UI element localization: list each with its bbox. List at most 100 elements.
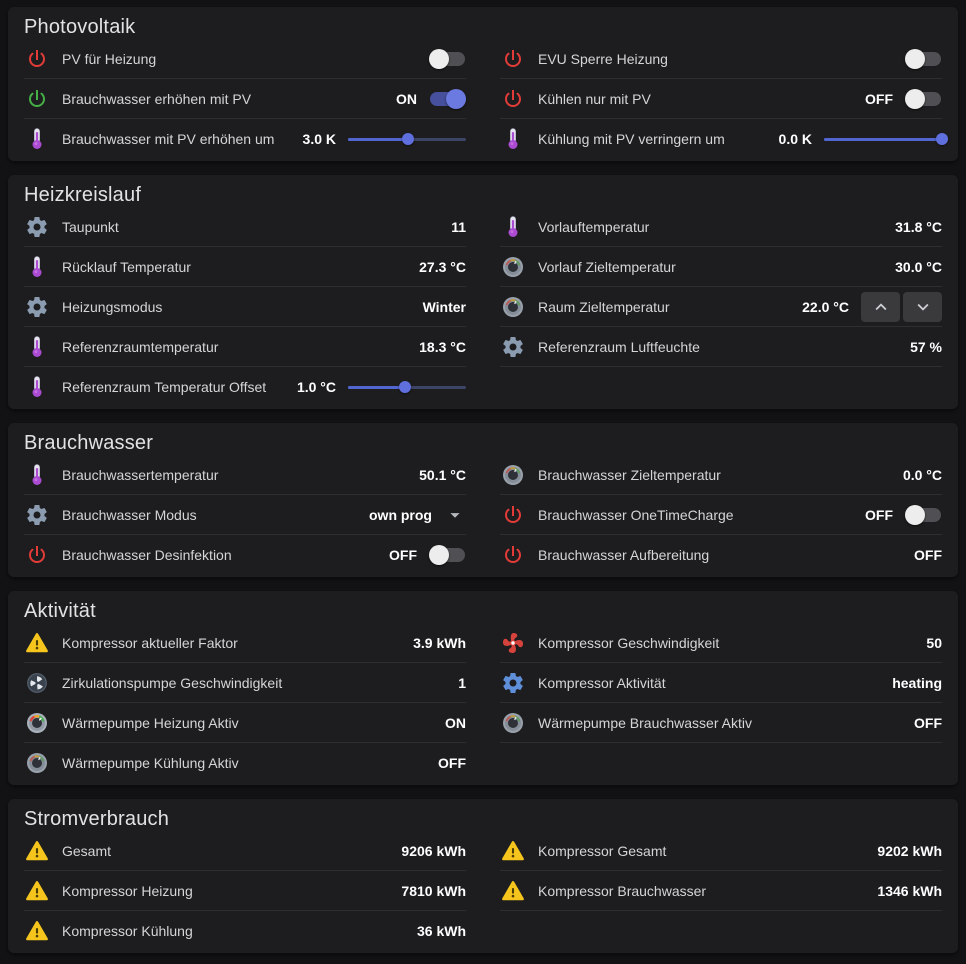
card-grid: PV für Heizung Brauchwasser erhöhen mit P… — [8, 39, 958, 161]
row-label: Brauchwasser mit PV erhöhen um — [62, 131, 275, 147]
selected-value: own prog — [369, 506, 432, 523]
power-icon — [24, 86, 50, 112]
row-label: Zirkulationspumpe Geschwindigkeit — [62, 674, 283, 691]
row-value: 3.0 K — [302, 131, 336, 147]
row-value: 1 — [458, 674, 466, 691]
toggle-pv-fur-heizung[interactable] — [429, 48, 466, 69]
thermometer-icon — [24, 254, 50, 280]
toggle-brauchwasser-desinfektion[interactable] — [429, 545, 466, 565]
row-brauchwasser-modus: Brauchwasser Modus own prog — [24, 495, 466, 535]
row-value: OFF — [914, 547, 942, 563]
slider-kuhlung-mit-pv-verringern-um[interactable] — [824, 129, 948, 149]
row-kompressor-aktueller-faktor: Kompressor aktueller Faktor 3.9 kWh — [24, 623, 466, 663]
card-column-1: PV für Heizung Brauchwasser erhöhen mit P… — [24, 39, 466, 159]
power-icon — [24, 46, 50, 72]
power-icon — [500, 542, 526, 568]
row-label: Raum Zieltemperatur — [538, 298, 670, 315]
row-label: Kühlung mit PV verringern um — [538, 131, 725, 147]
gear-icon — [24, 294, 50, 320]
card-column-1: Gesamt 9206 kWh Kompressor Heizung 7810 kWh… — [24, 831, 466, 951]
row-kuhlen-nur-mit-pv: Kühlen nur mit PV OFF — [500, 79, 942, 119]
warning-icon — [500, 878, 526, 904]
section-title: Brauchwasser — [24, 432, 154, 454]
card-column-2: Vorlauftemperatur 31.8 °C Vorlauf Zieltemp… — [500, 207, 942, 367]
toggle-brauchwasser-erhohen-mit-pv[interactable] — [429, 88, 466, 109]
row-value: 22.0 °C — [802, 298, 849, 315]
card-grid: Kompressor aktueller Faktor 3.9 kWh Zirkul… — [8, 623, 958, 785]
row-warmepumpe-heizung-aktiv: Wärmepumpe Heizung Aktiv ON — [24, 703, 466, 743]
toggle-knob — [905, 504, 925, 525]
card-brauchwasser: Brauchwasser Brauchwassertemperatur 50.1 °… — [8, 423, 958, 577]
row-label: Referenzraumtemperatur — [62, 338, 219, 355]
row-zirkulationspumpe-geschwindigkeit: Zirkulationspumpe Geschwindigkeit 1 — [24, 663, 466, 703]
row-value: 11 — [451, 218, 466, 235]
warning-icon — [24, 838, 50, 864]
row-value: ON — [396, 90, 417, 107]
card-column-2: Brauchwasser Zieltemperatur 0.0 °C Brauchw… — [500, 455, 942, 575]
toggle-knob — [429, 545, 449, 565]
row-kompressor-gesamt: Kompressor Gesamt 9202 kWh — [500, 831, 942, 871]
toggle-kuhlen-nur-mit-pv[interactable] — [905, 88, 942, 109]
row-value: 1346 kWh — [877, 882, 942, 899]
toggle-knob — [446, 88, 466, 109]
row-label: Brauchwasser Desinfektion — [62, 547, 232, 563]
row-pv-fur-heizung: PV für Heizung — [24, 39, 466, 79]
card-stromverbrauch: Stromverbrauch Gesamt 9206 kWh Kompressor H… — [8, 799, 958, 953]
card-grid: Taupunkt 11 Rücklauf Temperatur 27.3 °C Heiz… — [8, 207, 958, 409]
slider-fill — [824, 137, 942, 141]
row-label: Wärmepumpe Brauchwasser Aktiv — [538, 714, 752, 731]
thermostat-dial-icon — [24, 750, 50, 776]
row-label: Kompressor Heizung — [62, 882, 193, 899]
power-icon — [500, 46, 526, 72]
row-value: 0.0 K — [778, 131, 812, 147]
thermometer-icon — [24, 462, 50, 488]
slider-knob[interactable] — [402, 133, 415, 145]
row-brauchwassertemperatur: Brauchwassertemperatur 50.1 °C — [24, 455, 466, 495]
row-value: Winter — [422, 298, 466, 315]
row-warmepumpe-kuhlung-aktiv: Wärmepumpe Kühlung Aktiv OFF — [24, 743, 466, 783]
row-kompressor-kuhlung: Kompressor Kühlung 36 kWh — [24, 911, 466, 951]
section-title: Stromverbrauch — [24, 808, 170, 830]
row-label: Rücklauf Temperatur — [62, 258, 191, 275]
thermometer-icon — [24, 334, 50, 360]
toggle-brauchwasser-onetimecharge[interactable] — [905, 504, 942, 525]
section-title: Aktivität — [24, 600, 96, 622]
section-title: Photovoltaik — [24, 16, 136, 38]
row-value: OFF — [865, 90, 893, 107]
slider-knob[interactable] — [936, 133, 948, 145]
brauchwasser-modus-select[interactable]: own prog — [369, 504, 466, 526]
power-icon — [500, 86, 526, 112]
row-value: 0.0 °C — [902, 466, 942, 483]
thermometer-icon — [24, 374, 50, 400]
row-brauchwasser-zieltemperatur: Brauchwasser Zieltemperatur 0.0 °C — [500, 455, 942, 495]
card-column-1: Brauchwassertemperatur 50.1 °C Brauchwasse… — [24, 455, 466, 575]
row-heizungsmodus: Heizungsmodus Winter — [24, 287, 466, 327]
row-vorlauf-zieltemperatur: Vorlauf Zieltemperatur 30.0 °C — [500, 247, 942, 287]
row-kompressor-brauchwasser: Kompressor Brauchwasser 1346 kWh — [500, 871, 942, 911]
card-column-1: Kompressor aktueller Faktor 3.9 kWh Zirkul… — [24, 623, 466, 783]
row-label: Brauchwassertemperatur — [62, 466, 219, 483]
row-brauchwasser-desinfektion: Brauchwasser Desinfektion OFF — [24, 535, 466, 575]
slider-brauchwasser-mit-pv-erhohen-um[interactable] — [348, 129, 466, 149]
row-value: 31.8 °C — [895, 218, 942, 235]
thermometer-icon — [500, 214, 526, 240]
slider-knob[interactable] — [398, 381, 411, 393]
row-brauchwasser-aufbereitung: Brauchwasser Aufbereitung OFF — [500, 535, 942, 575]
slider-referenzraum-temperatur-offset[interactable] — [348, 377, 466, 397]
warning-icon — [24, 630, 50, 656]
row-value: 50.1 °C — [419, 466, 466, 483]
pump-icon — [24, 670, 50, 696]
thermostat-dial-icon — [500, 710, 526, 736]
card-heizkreislauf: Heizkreislauf Taupunkt 11 Rücklauf Temperat… — [8, 175, 958, 409]
power-icon — [500, 502, 526, 528]
thermostat-dial-icon — [500, 462, 526, 488]
row-referenzraum-temperatur-offset: Referenzraum Temperatur Offset 1.0 °C — [24, 367, 466, 407]
toggle-evu-sperre-heizung[interactable] — [905, 48, 942, 69]
thermometer-icon — [24, 126, 50, 152]
raum-zieltemperatur-increase-button[interactable] — [861, 291, 900, 322]
row-brauchwasser-mit-pv-erhohen-um: Brauchwasser mit PV erhöhen um 3.0 K — [24, 119, 466, 159]
raum-zieltemperatur-decrease-button[interactable] — [903, 291, 942, 322]
row-referenzraumtemperatur: Referenzraumtemperatur 18.3 °C — [24, 327, 466, 367]
row-label: PV für Heizung — [62, 50, 157, 67]
